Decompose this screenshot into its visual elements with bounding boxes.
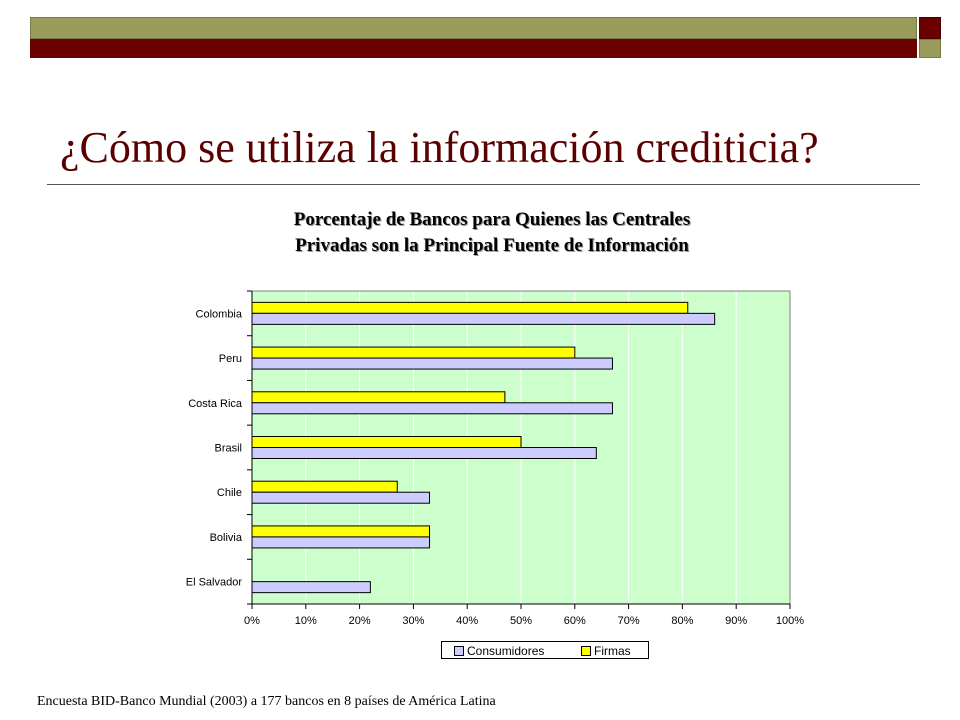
legend-item-firmas: Firmas	[581, 644, 631, 658]
corner-square-maroon	[919, 17, 941, 39]
x-tick-label-6: 60%	[564, 615, 586, 627]
y-tick-label-colombia: Colombia	[196, 308, 243, 320]
chart-title-line-1: Porcentaje de Bancos para Quienes las Ce…	[293, 209, 691, 230]
x-tick-label-5: 50%	[510, 615, 532, 627]
y-tick-label-costa-rica: Costa Rica	[188, 398, 243, 410]
header-band-olive	[30, 17, 917, 39]
y-tick-label-bolivia: Bolivia	[210, 532, 243, 544]
x-tick-label-3: 30%	[402, 615, 424, 627]
bar-firmas-brasil	[251, 436, 522, 448]
y-tick-label-peru: Peru	[219, 353, 242, 365]
legend-item-consumidores: Consumidores	[454, 644, 544, 658]
bar-firmas-chile	[251, 480, 398, 493]
chart-legend: Consumidores Firmas	[441, 641, 649, 659]
x-tick-label-4: 40%	[456, 615, 478, 627]
y-tick-label-el-salvador: El Salvador	[186, 577, 243, 589]
corner-square-olive	[919, 39, 941, 58]
x-tick-label-2: 20%	[349, 615, 371, 627]
y-tick-label-chile: Chile	[217, 487, 242, 499]
bar-firmas-costa-rica	[251, 391, 506, 404]
bar-firmas-colombia	[251, 301, 689, 314]
bar-consumidores-el-salvador	[251, 581, 371, 594]
chart-title: Porcentaje de Bancos para Quienes las Ce…	[0, 207, 960, 259]
bar-firmas-bolivia	[251, 525, 431, 538]
legend-swatch-consumidores	[454, 646, 464, 656]
legend-label-firmas: Firmas	[594, 644, 631, 658]
legend-label-consumidores: Consumidores	[467, 644, 545, 658]
title-divider	[47, 184, 920, 185]
source-footnote: Encuesta BID-Banco Mundial (2003) a 177 …	[37, 694, 496, 709]
slide-title: ¿Cómo se utiliza la información creditic…	[60, 123, 819, 172]
x-tick-label-10: 100%	[776, 615, 804, 627]
bar-consumidores-chile	[251, 491, 431, 504]
bar-consumidores-costa-rica	[251, 402, 613, 415]
x-tick-label-7: 70%	[618, 615, 640, 627]
x-tick-label-1: 10%	[295, 615, 317, 627]
chart-title-line-2: Privadas son la Principal Fuente de Info…	[295, 235, 689, 256]
y-tick-label-brasil: Brasil	[214, 443, 242, 455]
bar-consumidores-peru	[251, 357, 613, 370]
bar-consumidores-bolivia	[251, 536, 431, 549]
x-tick-label-8: 80%	[671, 615, 693, 627]
header-band-maroon	[30, 39, 917, 58]
x-tick-label-9: 90%	[725, 615, 747, 627]
legend-swatch-firmas	[581, 646, 591, 656]
bar-consumidores-colombia	[251, 312, 716, 325]
bar-consumidores-brasil	[251, 447, 597, 459]
x-tick-label-0: 0%	[244, 615, 260, 627]
bar-firmas-peru	[251, 346, 576, 359]
